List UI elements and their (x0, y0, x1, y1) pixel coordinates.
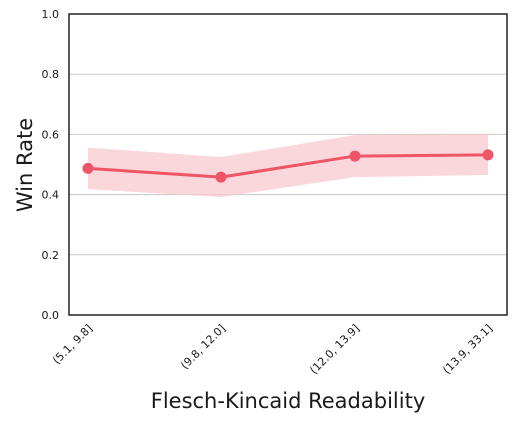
grid-lines (69, 73, 507, 256)
y-axis-title: Win Rate (13, 118, 37, 212)
y-tick-label: 0.2 (42, 249, 60, 262)
x-tick-label: (12.0, 13.9] (307, 322, 362, 377)
y-tick-label: 0.0 (42, 309, 60, 322)
data-point (82, 162, 94, 174)
plot-frame (68, 13, 508, 316)
x-tick-label: (13.9, 33.1] (440, 322, 495, 377)
x-axis-title: Flesch-Kincaid Readability (151, 389, 426, 413)
x-tick-label: (9.8, 12.0] (178, 322, 228, 372)
y-tick-label: 0.6 (42, 128, 60, 141)
series-line (87, 153, 489, 179)
x-tick-labels: (5.1, 9.8] (9.8, 12.0] (12.0, 13.9] (13.9, … (50, 322, 495, 377)
data-point (215, 171, 227, 183)
y-tick-label: 0.4 (42, 189, 60, 202)
y-tick-label: 0.8 (42, 68, 60, 81)
x-tick-label: (5.1, 9.8] (50, 322, 95, 367)
data-point (349, 150, 361, 162)
data-point (482, 149, 494, 161)
data-points (82, 149, 494, 183)
y-tick-labels: 0.0 0.2 0.4 0.6 0.8 1.0 (42, 8, 60, 322)
y-tick-label: 1.0 (42, 8, 60, 21)
